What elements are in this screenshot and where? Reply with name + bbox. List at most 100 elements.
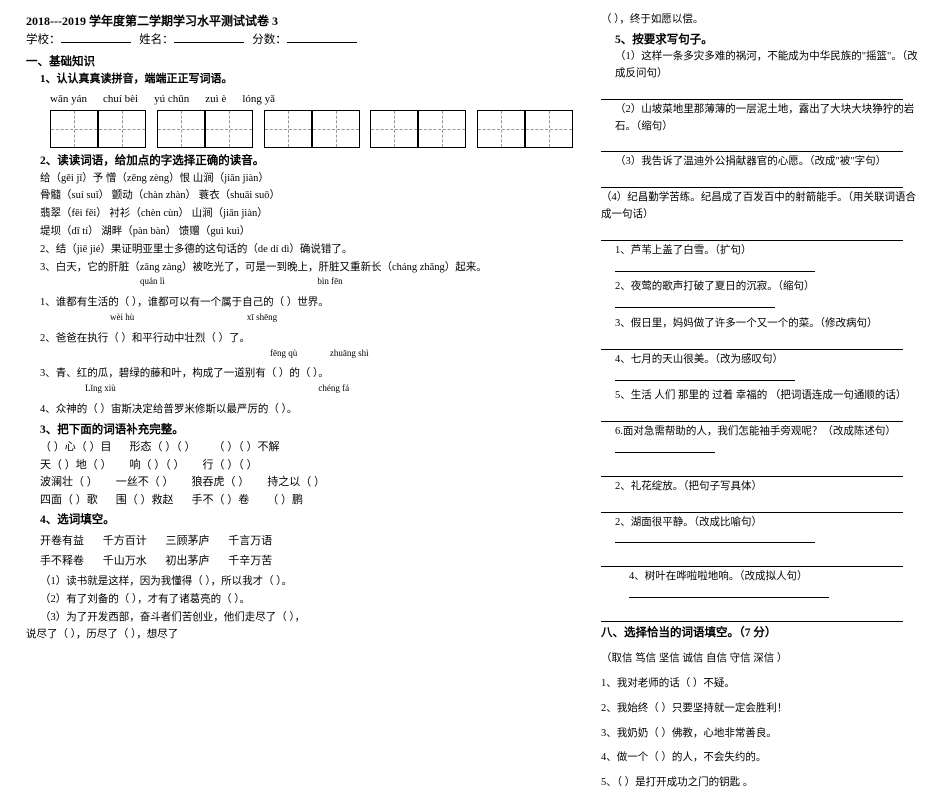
idiom[interactable]: 持之以（ ） [267, 474, 325, 492]
fill-line-2t: 2、爸爸在执行（ ）和平行动中壮烈（ ）了。 [26, 331, 573, 348]
idiom[interactable]: 四面（ ）歌 [40, 492, 98, 510]
tian-box[interactable] [418, 110, 466, 148]
pinyin-sup: bìn fēn [317, 276, 342, 286]
pinyin-row: wān yán chuí bèi yú chǔn zuì è lóng yǎ [26, 91, 573, 109]
fill-line-3p: fēng qù zhuāng shì [26, 349, 573, 366]
answer-line[interactable] [601, 408, 903, 422]
bank-word: 千山万水 [103, 555, 147, 567]
q1-1-heading: 1、认认真真读拼音，端端正正写词语。 [26, 71, 573, 89]
bank-word: 千辛万苦 [228, 555, 272, 567]
pinyin-sup: chéng fá [318, 383, 349, 393]
word-bank-2: 手不释卷 千山万水 初出茅庐 千辛万苦 [26, 553, 573, 571]
answer-blank[interactable] [615, 531, 815, 543]
score-blank[interactable] [287, 31, 357, 43]
tian-box[interactable] [98, 110, 146, 148]
answer-line[interactable] [601, 499, 903, 513]
spacer [601, 721, 903, 724]
q2-line: 翡翠（fēi fěi） 衬衫（chèn cùn） 山涧（jiān jiàn） [26, 206, 573, 223]
answer-blank[interactable] [629, 586, 829, 598]
tian-box[interactable] [370, 110, 418, 148]
s8-heading: 八、选择恰当的词语填空。（7 分） [601, 624, 919, 642]
answer-line[interactable] [601, 86, 903, 100]
idiom[interactable]: 天（ ）地（ ） [40, 457, 112, 475]
q2-p1: 2、结（jiē jié）果证明亚里士多德的这句话的（de dí dì）确说错了。 [26, 242, 573, 259]
list-item: 4、七月的天山很美。（改为感叹句） [601, 352, 919, 388]
tian-box[interactable] [264, 110, 312, 148]
q4-heading: 4、选词填空。 [26, 511, 573, 529]
list-text: 4、七月的天山很美。（改为感叹句） [615, 354, 783, 365]
q4-2: （2）有了刘备的（ ），才有了诸葛亮的（ ）。 [26, 592, 573, 609]
idiom[interactable]: 响（ ）（ ） [130, 457, 185, 475]
fill-line-1: quán lì bìn fēn [26, 277, 573, 294]
answer-line[interactable] [601, 463, 903, 477]
answer-line[interactable] [601, 138, 903, 152]
r0: （ ），终于如愿以偿。 [601, 12, 919, 29]
name-label: 姓名： [139, 34, 174, 46]
pinyin-sup: zhuāng shì [330, 348, 369, 358]
q4-1: （1）读书就是这样，因为我懂得（ ），所以我才（ ）。 [26, 574, 573, 591]
idiom-row: （ ）心（ ）目 形态（ ）（ ） （ ）（ ）不解 [26, 439, 573, 457]
answer-blank[interactable] [615, 260, 815, 272]
tian-box[interactable] [312, 110, 360, 148]
answer-blank[interactable] [615, 441, 715, 453]
q2-line: 给（gěi jǐ）予 憎（zēng zèng）恨 山涧（jiān jiàn） [26, 171, 573, 188]
name-blank[interactable] [174, 31, 244, 43]
s8-q1: 1、我对老师的话（ ）不疑。 [601, 676, 919, 693]
idiom[interactable]: 手不（ ）卷 [192, 492, 250, 510]
answer-line[interactable] [601, 227, 903, 241]
spacer [601, 671, 903, 674]
list-text: 2、湖面很平静。（改成比喻句） [615, 517, 762, 528]
idiom[interactable]: 狼吞虎（ ） [192, 474, 250, 492]
tian-box[interactable] [157, 110, 205, 148]
idiom[interactable]: （ ）（ ）不解 [214, 439, 280, 457]
idiom-row: 天（ ）地（ ） 响（ ）（ ） 行（ ）（ ） [26, 457, 573, 475]
bank-word: 开卷有益 [40, 535, 84, 547]
answer-blank[interactable] [615, 296, 775, 308]
score-label: 分数： [252, 34, 287, 46]
header-fields: 学校： 姓名： 分数： [26, 31, 573, 49]
q2-line: 堤坝（dī tí） 湖畔（pàn bàn） 馈赠（guì kuì） [26, 224, 573, 241]
tian-box[interactable] [50, 110, 98, 148]
school-blank[interactable] [61, 31, 131, 43]
idiom[interactable]: 形态（ ）（ ） [130, 439, 196, 457]
pinyin-4: zuì è [205, 91, 226, 109]
list-item: 2、湖面很平静。（改成比喻句） [601, 515, 919, 551]
idiom[interactable]: 围（ ）救赵 [116, 492, 174, 510]
q2-heading: 2、读读词语，给加点的字选择正确的读音。 [26, 152, 573, 170]
tian-box[interactable] [525, 110, 573, 148]
fill-line-4t: 4、众神的（ ）宙斯决定给普罗米修斯以最严厉的（ ）。 [26, 402, 573, 419]
exam-title: 2018---2019 学年度第二学期学习水平测试试卷 3 [26, 12, 573, 31]
tian-grid [26, 110, 573, 148]
pinyin-5: lóng yǎ [242, 91, 275, 109]
list-item: 2、夜莺的歌声打破了夏日的沉寂。（缩句） [601, 279, 919, 315]
answer-blank[interactable] [615, 369, 795, 381]
q5-2: （2）山坡菜地里那薄薄的一层泥土地，露出了大块大块狰狞的岩石。（缩句） [601, 102, 919, 136]
pinyin-sup: wèi hù [110, 312, 134, 322]
word-bank-1: 开卷有益 千方百计 三顾茅庐 千言万语 [26, 533, 573, 551]
school-label: 学校： [26, 34, 61, 46]
answer-line[interactable] [601, 336, 903, 350]
s8-q5: 5、（ ）是打开成功之门的钥匙 。 [601, 775, 919, 792]
answer-line[interactable] [601, 553, 903, 567]
idiom[interactable]: （ ）鹏 [267, 492, 303, 510]
s8-q4: 4、做一个（ ）的人，不会失约的。 [601, 750, 919, 767]
bank-word: 千方百计 [103, 535, 147, 547]
q4-3: （3）为了开发西部，奋斗者们苦创业，他们走尽了（ ）， [26, 610, 573, 627]
fill-line-3t: 3、青、红的瓜，碧绿的藤和叶，构成了一道别有（ ）的（ ）。 [26, 366, 573, 383]
idiom[interactable]: 一丝不（ ） [116, 474, 174, 492]
tian-box[interactable] [205, 110, 253, 148]
pinyin-sup: fēng qù [270, 348, 297, 358]
bank-word: 三顾茅庐 [166, 535, 210, 547]
tian-box[interactable] [477, 110, 525, 148]
answer-line[interactable] [601, 608, 903, 622]
list-item: 2、礼花绽放。（把句子写具体） [601, 479, 919, 496]
idiom-row: 波澜壮（ ） 一丝不（ ） 狼吞虎（ ） 持之以（ ） [26, 474, 573, 492]
q4-4: 说尽了（ ），历尽了（ ），想尽了 [26, 627, 573, 644]
bank-word: 千言万语 [228, 535, 272, 547]
idiom[interactable]: 行（ ）（ ） [203, 457, 258, 475]
idiom[interactable]: 波澜壮（ ） [40, 474, 98, 492]
idiom[interactable]: （ ）心（ ）目 [40, 439, 112, 457]
bank-word: 初出茅庐 [166, 555, 210, 567]
list-item: 6.面对急需帮助的人，我们怎能袖手旁观呢？（改成陈述句） [601, 424, 919, 460]
answer-line[interactable] [601, 174, 903, 188]
